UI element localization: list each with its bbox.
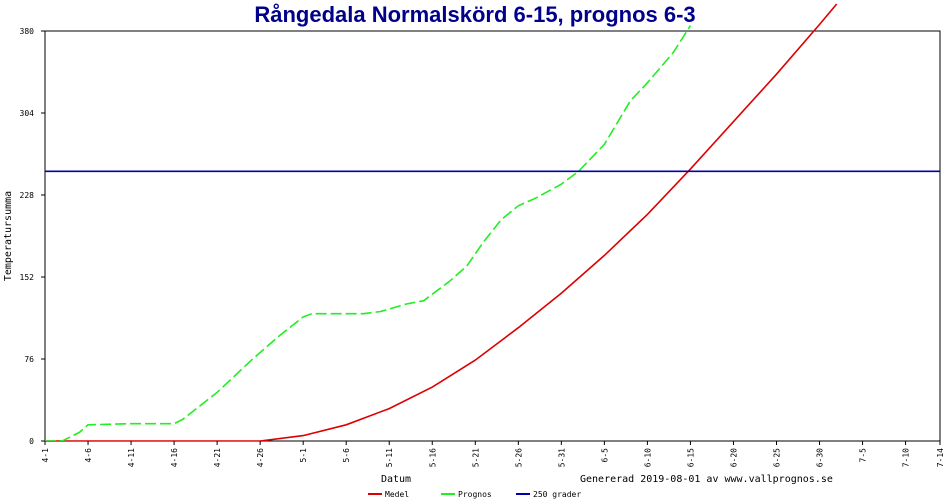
y-tick-label: 304 xyxy=(20,109,35,118)
x-tick-label: 6-25 xyxy=(772,448,781,467)
x-tick-label: 4-26 xyxy=(256,448,265,467)
legend-label: Prognos xyxy=(458,490,492,499)
plot-area xyxy=(44,30,941,442)
y-axis-ticks: 0 76 152 228 304 380 xyxy=(20,27,45,446)
y-tick-label: 380 xyxy=(20,27,35,36)
x-tick-label: 5-16 xyxy=(428,448,437,467)
legend: Medel Prognos 250 grader xyxy=(368,490,581,499)
series-line-2 xyxy=(45,25,692,441)
generated-footer: Genererad 2019-08-01 av www.vallprognos.… xyxy=(580,474,833,485)
y-tick-label: 76 xyxy=(24,355,34,364)
plot-border xyxy=(44,30,941,442)
y-axis-label: Temperatursumma xyxy=(3,191,14,281)
x-axis-ticks: 4-1 4-6 4-11 4-16 4-21 4-26 5-1 5-6 5-11 5-16 5-21… xyxy=(41,441,945,467)
x-tick-label: 5-21 xyxy=(471,448,480,467)
x-axis-label: Datum xyxy=(381,474,411,485)
x-tick-label: 7-10 xyxy=(902,448,911,467)
x-tick-label: 5-26 xyxy=(514,448,523,467)
x-tick-label: 4-11 xyxy=(127,448,136,467)
x-tick-label: 4-1 xyxy=(41,448,50,463)
x-tick-label: 6-30 xyxy=(816,448,825,467)
x-tick-label: 6-5 xyxy=(600,448,609,463)
series-line-1 xyxy=(45,3,838,441)
chart-title: Rångedala Normalskörd 6-15, prognos 6-3 xyxy=(254,2,695,27)
x-tick-label: 6-15 xyxy=(686,448,695,467)
x-tick-label: 7-14 xyxy=(936,448,945,467)
legend-label: Medel xyxy=(385,490,409,499)
y-tick-label: 0 xyxy=(29,437,34,446)
x-tick-label: 7-5 xyxy=(859,448,868,463)
x-tick-label: 6-10 xyxy=(643,448,652,467)
x-tick-label: 4-6 xyxy=(84,448,93,463)
x-tick-label: 6-20 xyxy=(729,448,738,467)
x-tick-label: 5-1 xyxy=(299,448,308,463)
x-tick-label: 5-31 xyxy=(557,448,566,467)
legend-label: 250 grader xyxy=(533,490,581,499)
x-tick-label: 4-16 xyxy=(170,448,179,467)
y-tick-label: 228 xyxy=(20,191,35,200)
x-tick-label: 5-11 xyxy=(385,448,394,467)
series-layer xyxy=(45,3,940,441)
x-tick-label: 5-6 xyxy=(342,448,351,463)
x-tick-label: 4-21 xyxy=(213,448,222,467)
y-tick-label: 152 xyxy=(20,273,35,282)
